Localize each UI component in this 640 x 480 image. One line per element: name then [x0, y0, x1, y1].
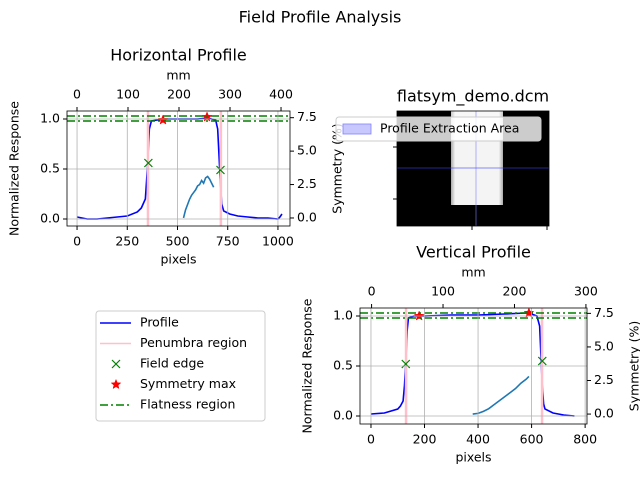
- y2-axis-label: Symmetry (%): [627, 321, 640, 411]
- x-tick-label: 750: [216, 234, 240, 249]
- x2-axis-label: mm: [461, 265, 485, 280]
- legend-box: [335, 116, 542, 142]
- x-tick-label: 600: [520, 432, 544, 447]
- x2-tick-label: 0: [73, 87, 81, 102]
- axes-title: Horizontal Profile: [110, 46, 247, 65]
- x2-axis-label: mm: [166, 68, 190, 83]
- y2-tick-label: 7.5: [297, 109, 317, 124]
- profile-line: [370, 312, 575, 417]
- field-edge-marker: [401, 359, 411, 369]
- legend-label: Symmetry max: [140, 376, 236, 391]
- axes-title: Vertical Profile: [416, 243, 531, 262]
- symmetry-line: [472, 375, 530, 415]
- x2-tick-label: 200: [503, 284, 527, 299]
- x2-tick-label: 100: [116, 87, 140, 102]
- x2-tick-label: 300: [574, 284, 598, 299]
- axes-frame: [359, 307, 588, 425]
- y2-tick-label: 0.0: [594, 406, 614, 421]
- legend-label: Flatness region: [140, 397, 235, 412]
- y2-tick-label: 2.5: [594, 372, 614, 387]
- x-axis-label: pixels: [455, 450, 491, 465]
- y-tick-label: 0.0: [40, 211, 60, 226]
- plot-area: [67, 111, 290, 226]
- y-tick-label: 0.5: [333, 358, 353, 373]
- y-tick-label: 1.0: [333, 308, 353, 323]
- x-tick-label: 0: [367, 432, 375, 447]
- x2-tick-label: 300: [218, 87, 242, 102]
- legend-box: [95, 310, 266, 422]
- x-tick-label: 800: [573, 432, 597, 447]
- figure-title: Field Profile Analysis: [239, 8, 402, 27]
- legend-marker: [110, 378, 122, 390]
- y2-axis-label: Symmetry (%): [330, 123, 345, 213]
- x2-tick-label: 200: [167, 87, 191, 102]
- y2-tick-label: 0.0: [297, 209, 317, 224]
- symmetry-line: [182, 175, 215, 219]
- field-edge-marker: [216, 165, 225, 175]
- axes-frame: [396, 110, 550, 227]
- symmetry-max-marker: [157, 114, 169, 125]
- axes-title: flatsym_demo.dcm: [397, 87, 549, 107]
- y-tick-label: 1.0: [40, 111, 60, 126]
- y2-tick-label: 5.0: [594, 338, 614, 353]
- legend-label: Profile Extraction Area: [380, 121, 519, 136]
- legend-patch: [342, 123, 372, 135]
- axes-frame: [66, 110, 291, 227]
- y-axis-label: Normalized Response: [300, 298, 315, 433]
- legend-label: Penumbra region: [140, 335, 247, 350]
- y2-tick-label: 7.5: [594, 305, 614, 320]
- x-axis-label: pixels: [160, 252, 196, 267]
- x2-tick-label: 400: [269, 87, 293, 102]
- field-edge-marker: [537, 356, 547, 366]
- x2-tick-label: 100: [431, 284, 455, 299]
- legend-marker: [111, 359, 121, 369]
- y-axis-label: Normalized Response: [7, 101, 22, 236]
- legend-label: Profile: [140, 315, 179, 330]
- x-tick-label: 1000: [262, 234, 294, 249]
- x2-tick-label: 0: [368, 284, 376, 299]
- legend-label: Field edge: [140, 356, 204, 371]
- x-tick-label: 500: [166, 234, 190, 249]
- field-edge-marker: [143, 158, 153, 168]
- y2-tick-label: 2.5: [297, 176, 317, 191]
- profile-line: [76, 117, 283, 220]
- symmetry-max-marker: [523, 308, 535, 318]
- x-tick-label: 200: [413, 432, 437, 447]
- x-tick-label: 250: [115, 234, 139, 249]
- y2-tick-label: 5.0: [297, 143, 317, 158]
- x-tick-label: 0: [73, 234, 81, 249]
- y-tick-label: 0.5: [40, 161, 60, 176]
- x-tick-label: 400: [466, 432, 490, 447]
- y-tick-label: 0.0: [333, 408, 353, 423]
